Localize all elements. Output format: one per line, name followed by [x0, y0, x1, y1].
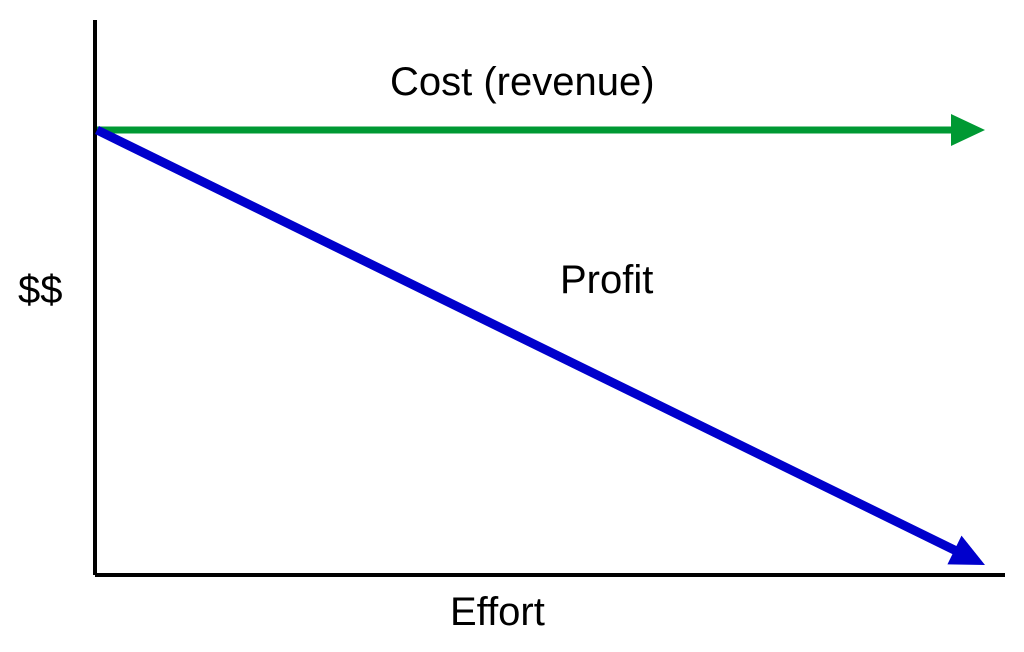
- chart-container: $$ Effort Cost (revenue) Profit: [0, 0, 1024, 647]
- y-axis-label: $$: [18, 268, 63, 313]
- profit-series-label: Profit: [560, 258, 653, 303]
- cost-series-arrowhead-icon: [951, 114, 985, 146]
- x-axis-label: Effort: [450, 590, 545, 635]
- cost-series-label: Cost (revenue): [390, 60, 655, 105]
- profit-series-line: [97, 130, 964, 555]
